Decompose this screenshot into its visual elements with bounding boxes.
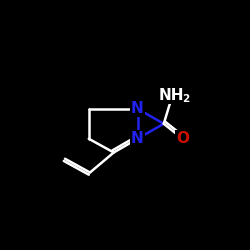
Text: NH: NH <box>158 88 184 102</box>
Text: 2: 2 <box>182 94 189 104</box>
Text: N: N <box>131 101 144 116</box>
Text: O: O <box>176 131 189 146</box>
Text: N: N <box>131 131 144 146</box>
